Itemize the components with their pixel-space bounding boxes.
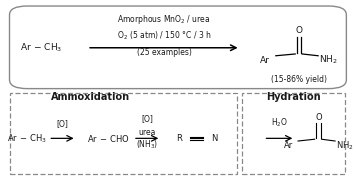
Text: (15-86% yield): (15-86% yield) [271,75,327,84]
Text: O: O [315,113,322,122]
Text: Hydration: Hydration [266,93,321,103]
Text: Ar: Ar [283,141,293,150]
Text: Ar$\,-\,$CHO: Ar$\,-\,$CHO [87,133,130,144]
Text: [O]: [O] [57,119,68,128]
Text: (NH$_3$): (NH$_3$) [136,138,158,151]
Text: [O]: [O] [141,114,153,123]
Text: NH$_2$: NH$_2$ [336,139,354,152]
Bar [242,93,345,174]
Text: Ar$\,-\,$CH$_3$: Ar$\,-\,$CH$_3$ [7,132,47,145]
Text: urea: urea [138,128,156,137]
Text: N: N [211,134,217,143]
Text: R: R [176,134,182,143]
Text: Ar: Ar [260,56,270,65]
Text: NH$_2$: NH$_2$ [319,54,338,66]
Text: Amorphous MnO$_2$ / urea: Amorphous MnO$_2$ / urea [117,13,211,26]
Text: Ammoxidation: Ammoxidation [51,93,130,103]
Text: O: O [295,25,303,35]
FancyBboxPatch shape [10,6,346,89]
Text: (25 examples): (25 examples) [137,48,192,57]
Text: H$_2$O: H$_2$O [271,117,288,129]
Bar [10,93,237,174]
Text: O$_2$ (5 atm) / 150 °C / 3 h: O$_2$ (5 atm) / 150 °C / 3 h [116,30,211,42]
Text: Ar$\,-\,$CH$_3$: Ar$\,-\,$CH$_3$ [20,42,63,54]
